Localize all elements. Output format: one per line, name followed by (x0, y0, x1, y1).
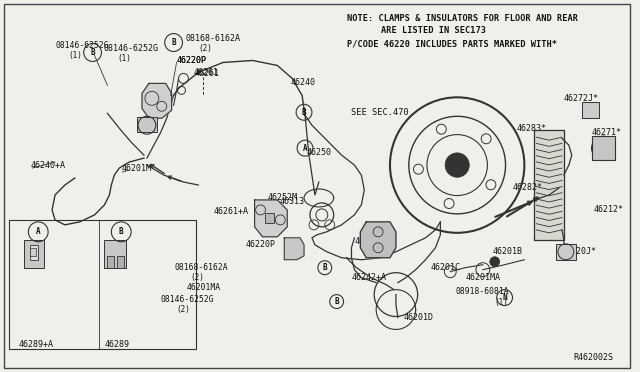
Text: NOTE: CLAMPS & INSULATORS FOR FLOOR AND REAR: NOTE: CLAMPS & INSULATORS FOR FLOOR AND … (346, 14, 577, 23)
Bar (582, 102, 600, 118)
Text: P/CODE 46220 INCLUDES PARTS MARKED WITH*: P/CODE 46220 INCLUDES PARTS MARKED WITH* (346, 39, 557, 48)
Text: 08168-6162A: 08168-6162A (186, 34, 241, 43)
Bar (24, 240, 44, 268)
Text: 46201MA: 46201MA (465, 273, 500, 282)
Text: 08918-6081A: 08918-6081A (455, 287, 509, 296)
Text: 46271*: 46271* (591, 128, 621, 137)
Text: 08146-6252G: 08146-6252G (55, 41, 109, 50)
Text: (2): (2) (191, 273, 204, 282)
Text: ARE LISTED IN SEC173: ARE LISTED IN SEC173 (381, 26, 486, 35)
Text: 46261: 46261 (193, 68, 218, 77)
Text: 46289: 46289 (104, 340, 129, 349)
Text: R462002S: R462002S (574, 353, 614, 362)
Bar (264, 213, 275, 223)
Text: 46289+A: 46289+A (19, 340, 54, 349)
Bar (104, 240, 126, 268)
Bar (137, 117, 157, 132)
Text: (2): (2) (198, 44, 212, 53)
Circle shape (445, 153, 469, 177)
Text: 46313: 46313 (279, 198, 305, 206)
Bar (30, 245, 38, 260)
Text: 46240+A: 46240+A (30, 161, 65, 170)
Text: 46261+A: 46261+A (213, 208, 248, 217)
Text: 46282*: 46282* (513, 183, 543, 192)
Text: 46252M: 46252M (268, 193, 298, 202)
Text: 46201D: 46201D (404, 313, 434, 322)
Polygon shape (284, 238, 304, 260)
Circle shape (490, 257, 500, 267)
Text: 46201MA: 46201MA (186, 283, 221, 292)
Text: 46212*: 46212* (593, 205, 623, 214)
Text: 08146-6252G: 08146-6252G (104, 44, 159, 53)
Bar (591, 136, 615, 160)
Text: 46220P: 46220P (177, 56, 207, 65)
Text: 46242+A: 46242+A (351, 273, 387, 282)
Text: (1): (1) (68, 51, 82, 60)
Polygon shape (255, 200, 287, 237)
Bar (30, 248, 36, 256)
Polygon shape (360, 222, 396, 258)
Text: 46250: 46250 (307, 148, 332, 157)
Text: 08146-6252G: 08146-6252G (161, 295, 214, 304)
Text: 46261: 46261 (195, 69, 220, 78)
Text: 46220P: 46220P (246, 240, 276, 249)
Text: 46220P: 46220P (177, 56, 207, 65)
Polygon shape (142, 83, 172, 118)
Text: 46201B: 46201B (493, 247, 523, 256)
Text: B: B (90, 48, 95, 57)
Text: 46220: 46220 (355, 237, 380, 246)
Text: SEE SEC.470: SEE SEC.470 (351, 108, 409, 117)
Text: 46201M: 46201M (121, 164, 151, 173)
Text: 46020J*: 46020J* (562, 247, 597, 256)
Text: B: B (334, 297, 339, 306)
Text: 08168-6162A: 08168-6162A (175, 263, 228, 272)
Text: B: B (301, 108, 307, 117)
Text: (1): (1) (495, 298, 509, 307)
Text: (1): (1) (117, 54, 131, 63)
Text: A: A (36, 227, 40, 236)
Text: B: B (172, 38, 176, 47)
Text: 46283*: 46283* (516, 124, 547, 133)
Bar (108, 256, 115, 268)
Text: B: B (119, 227, 124, 236)
Text: B: B (323, 263, 327, 272)
Text: 46240: 46240 (290, 78, 315, 87)
Text: (2): (2) (177, 305, 191, 314)
Text: 46272J*: 46272J* (564, 94, 599, 103)
Bar (117, 256, 124, 268)
Text: A: A (303, 144, 307, 153)
Bar (8, 220, 196, 349)
Polygon shape (534, 130, 564, 240)
Bar (556, 244, 576, 260)
Text: 46201C: 46201C (431, 263, 461, 272)
Text: N: N (502, 293, 507, 302)
